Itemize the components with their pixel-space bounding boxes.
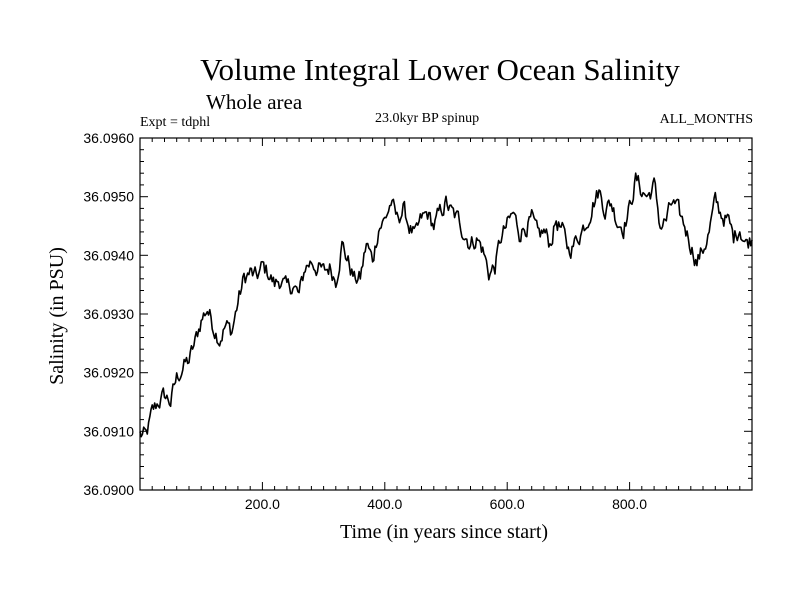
chart-title: Volume Integral Lower Ocean Salinity	[200, 52, 680, 87]
x-axis-title: Time (in years since start)	[340, 521, 548, 543]
y-tick-label: 36.0910	[83, 423, 134, 439]
y-tick-label: 36.0940	[83, 247, 134, 263]
y-tick-label: 36.0930	[83, 306, 134, 322]
plot-frame	[139, 137, 753, 491]
y-axis-title: Salinity (in PSU)	[46, 247, 68, 385]
y-tick-label: 36.0920	[83, 365, 134, 381]
y-tick-label: 36.0960	[83, 130, 134, 146]
y-tick-label: 36.0900	[83, 482, 134, 498]
x-tick-label: 600.0	[490, 496, 525, 512]
y-tick-label: 36.0950	[83, 189, 134, 205]
x-tick-label: 400.0	[367, 496, 402, 512]
x-tick-label: 800.0	[612, 496, 647, 512]
x-tick-label: 200.0	[245, 496, 280, 512]
series-line-salinity	[139, 172, 753, 438]
months-label: ALL_MONTHS	[659, 112, 753, 127]
experiment-label: Expt = tdphl	[140, 115, 211, 130]
run-label: 23.0kyr BP spinup	[375, 111, 480, 126]
chart-subtitle: Whole area	[206, 90, 303, 114]
